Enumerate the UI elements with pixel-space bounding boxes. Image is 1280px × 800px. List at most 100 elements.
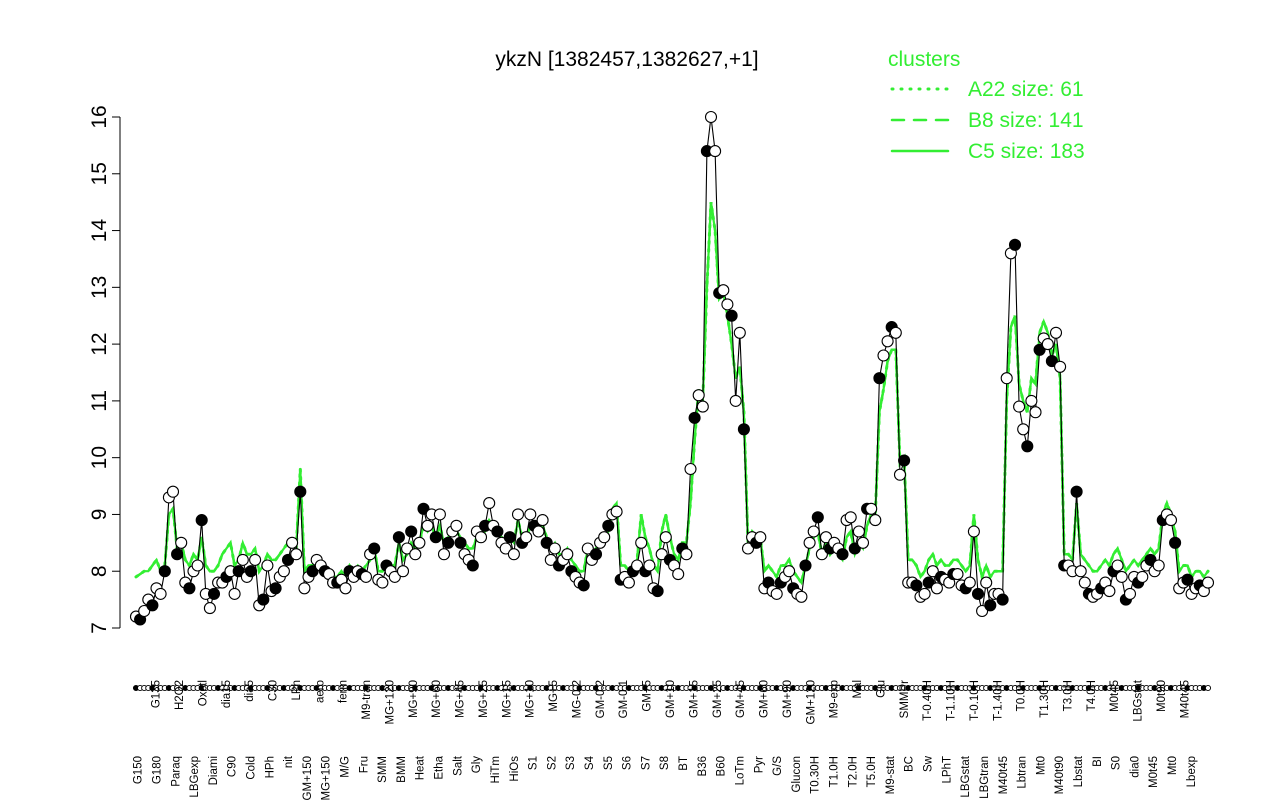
data-point <box>852 525 865 538</box>
x-tick-label: Diami <box>208 756 220 785</box>
x-tick-label: Lbstat <box>1073 755 1085 787</box>
data-point <box>589 548 603 561</box>
data-point <box>799 559 812 572</box>
x-tick-labels: G150 G180 Paraq LBGexp Diami C90 Cold HPh nit GM+… <box>133 679 1198 800</box>
data-point <box>865 502 878 515</box>
x-tick-label: T-0.40H <box>922 680 934 721</box>
y-tick-label: 14 <box>88 219 111 243</box>
x-tick-label: B36 <box>697 756 709 776</box>
data-point <box>368 542 381 555</box>
data-point <box>795 590 808 603</box>
data-point <box>807 525 820 538</box>
x-tick-label: C30 <box>268 680 280 701</box>
data-point <box>1021 440 1034 453</box>
x-tick-label: G135 <box>151 680 163 708</box>
x-tick-label: dia5 <box>244 680 256 702</box>
x-tick-label: GM+10 <box>665 680 677 718</box>
x-tick-label: LPh <box>291 680 303 700</box>
data-point <box>951 568 964 581</box>
x-tick-label: BC <box>904 756 916 772</box>
data-point <box>257 593 270 606</box>
x-tick-label: SMMPr <box>899 680 911 719</box>
data-point <box>577 579 590 592</box>
x-tick-label: G180 <box>151 756 163 784</box>
x-tick-label: Lbtran <box>1017 756 1029 789</box>
data-point <box>548 542 561 555</box>
data-point <box>910 579 923 592</box>
x-tick-label: S5 <box>603 756 615 770</box>
data-point <box>581 542 594 555</box>
x-tick-label: MG-0.2 <box>572 680 584 718</box>
data-point <box>815 548 828 561</box>
data-point <box>540 536 553 549</box>
data-point <box>244 565 258 578</box>
x-tick-label: GM+90 <box>782 680 794 718</box>
data-point <box>1054 360 1067 373</box>
data-point <box>294 485 307 498</box>
x-tick-label: B60 <box>716 756 728 776</box>
x-tick-label: T-0.10H <box>969 680 981 721</box>
data-point <box>524 508 537 521</box>
x-tick-label: GM+45 <box>735 680 747 718</box>
data-point <box>602 519 615 532</box>
x-tick-label: MG+15 <box>501 680 513 718</box>
data-point <box>511 508 525 521</box>
data-point <box>249 553 262 566</box>
x-tick-label: Oxctl <box>197 680 209 706</box>
data-point <box>918 587 931 600</box>
data-point <box>261 559 274 572</box>
x-tick-label: GM+25 <box>712 680 724 718</box>
data-point <box>503 531 516 544</box>
data-point <box>405 525 418 538</box>
x-tick-label: Mal <box>852 680 864 699</box>
y-tick-label: 8 <box>88 565 111 577</box>
x-tick-label: M40t90 <box>1054 756 1066 794</box>
data-point <box>1111 559 1124 572</box>
data-point <box>1115 570 1128 583</box>
x-tick-label: GM-0.2 <box>595 680 607 718</box>
x-tick-label: T1.0H <box>829 756 841 787</box>
data-point <box>1033 343 1046 356</box>
legend: clusters A22 size: 61 B8 size: 141 C5 size… <box>888 48 1085 163</box>
data-point <box>980 576 993 589</box>
data-point <box>651 585 664 598</box>
x-tick-label: T4.0H <box>1086 680 1098 711</box>
data-point <box>848 542 861 555</box>
data-point <box>1008 238 1022 251</box>
data-point <box>976 604 989 618</box>
data-point <box>277 565 290 578</box>
x-tick-label: Fru <box>358 756 370 773</box>
legend-label: C5 size: 183 <box>968 140 1085 163</box>
data-point <box>1123 587 1137 600</box>
data-point <box>1181 573 1194 586</box>
x-tick-label: BMM <box>396 756 408 783</box>
data-point <box>717 284 730 297</box>
data-point <box>1025 394 1038 407</box>
x-tick-label: Glucon <box>791 756 803 792</box>
x-tick-label: G150 <box>133 756 145 784</box>
data-point <box>359 570 373 583</box>
data-point <box>741 542 755 555</box>
data-point <box>1070 485 1083 498</box>
data-point <box>643 559 656 572</box>
x-rug <box>132 684 1212 692</box>
x-tick-label: Pyr <box>753 756 765 773</box>
x-tick-label: Salt <box>452 755 464 776</box>
data-points <box>129 110 1215 626</box>
data-point <box>635 536 648 549</box>
data-point <box>1164 514 1178 527</box>
data-point <box>721 298 734 311</box>
data-point <box>926 565 939 578</box>
cluster-line-3 <box>134 202 1210 586</box>
data-point <box>1144 553 1157 566</box>
data-point <box>893 468 907 481</box>
x-tick-label: MG+25 <box>478 680 490 718</box>
data-point <box>1045 355 1058 368</box>
x-tick-label: S3 <box>565 756 577 770</box>
x-tick-label: HPh <box>264 756 276 778</box>
data-point <box>154 587 167 600</box>
y-tick-label: 15 <box>88 162 111 185</box>
x-tick-label: M40t45 <box>1179 680 1191 718</box>
x-tick-label: dia15 <box>221 680 233 708</box>
x-tick-label: Cold <box>246 756 258 780</box>
